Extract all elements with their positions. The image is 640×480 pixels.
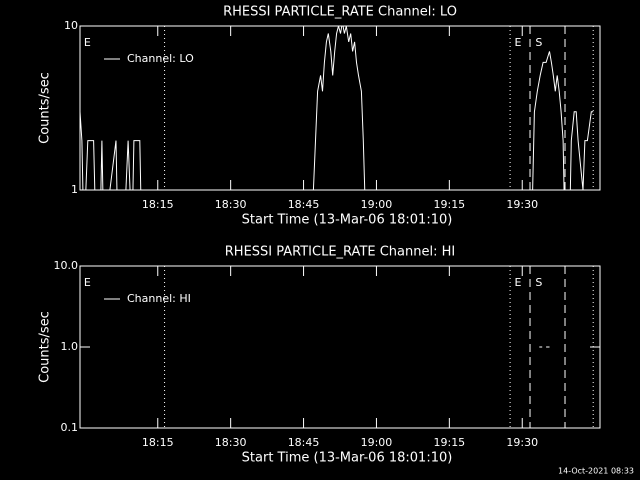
chart-title: RHESSI PARTICLE_RATE Channel: HI <box>225 245 455 260</box>
data-line <box>80 26 594 190</box>
y-axis-label: Counts/sec <box>38 311 53 383</box>
x-axis-label: Start Time (13-Mar-06 18:01:10) <box>242 451 453 466</box>
x-tick-label: 18:15 <box>142 436 174 449</box>
y-tick-label: 0.1 <box>61 421 79 434</box>
legend-label: Channel: LO <box>127 52 194 65</box>
x-tick-label: 19:15 <box>433 436 465 449</box>
plot-frame <box>79 25 601 191</box>
x-tick-label: 18:45 <box>288 436 320 449</box>
timestamp: 14-Oct-2021 08:33 <box>558 467 634 476</box>
plot-area <box>80 26 594 190</box>
x-tick-label: 19:30 <box>506 436 538 449</box>
y-tick-label: 10.0 <box>54 259 79 272</box>
y-tick-label: 1.0 <box>61 340 79 353</box>
x-axis-label: Start Time (13-Mar-06 18:01:10) <box>242 213 453 228</box>
event-label: E <box>514 276 521 289</box>
x-tick-label: 18:45 <box>288 198 320 211</box>
event-label: E <box>84 276 91 289</box>
y-tick-label: 10 <box>64 19 78 32</box>
event-label: S <box>535 36 542 49</box>
x-tick-label: 19:30 <box>506 198 538 211</box>
y-tick-label: 1 <box>71 183 78 196</box>
x-tick-label: 18:15 <box>142 198 174 211</box>
x-tick-label: 19:00 <box>361 436 393 449</box>
event-label: E <box>84 36 91 49</box>
legend-label: Channel: HI <box>127 292 191 305</box>
x-tick-label: 19:15 <box>433 198 465 211</box>
event-label: E <box>514 36 521 49</box>
x-tick-label: 18:30 <box>215 198 247 211</box>
event-label: S <box>535 276 542 289</box>
x-tick-label: 18:30 <box>215 436 247 449</box>
chart-title: RHESSI PARTICLE_RATE Channel: LO <box>223 5 457 20</box>
y-axis-label: Counts/sec <box>38 72 53 144</box>
plot-frame <box>79 265 601 429</box>
x-tick-label: 19:00 <box>361 198 393 211</box>
